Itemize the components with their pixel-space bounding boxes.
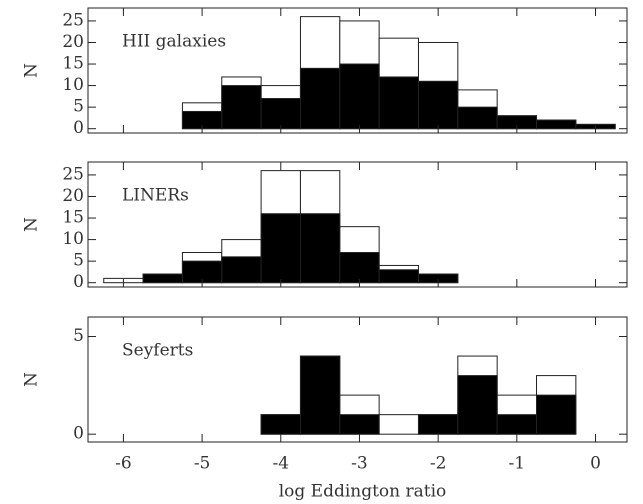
histogram-bar bbox=[142, 273, 183, 284]
y-tick-label: 15 bbox=[62, 54, 84, 74]
y-tick-label: 20 bbox=[62, 32, 84, 52]
y-tick-label: 25 bbox=[62, 164, 84, 184]
y-tick-label: 10 bbox=[62, 75, 84, 95]
histogram-bar bbox=[536, 119, 577, 130]
y-axis-label: N bbox=[22, 63, 42, 78]
panel-label: HII galaxies bbox=[122, 32, 226, 52]
histogram-bar bbox=[339, 414, 380, 435]
y-tick-label: 25 bbox=[62, 10, 84, 30]
x-tick-label: -2 bbox=[430, 454, 447, 474]
histogram-bar bbox=[299, 67, 341, 130]
histogram-bar bbox=[378, 269, 419, 284]
panel-label: Seyferts bbox=[122, 341, 193, 361]
y-axis-label: N bbox=[22, 372, 42, 387]
histogram-bar bbox=[496, 414, 538, 435]
histogram-bar bbox=[221, 256, 262, 284]
histogram-bar bbox=[260, 98, 301, 130]
x-tick-label: 0 bbox=[590, 454, 601, 474]
y-tick-label: 0 bbox=[73, 272, 84, 292]
histogram-bar bbox=[457, 106, 498, 130]
y-tick-label: 5 bbox=[73, 251, 84, 271]
histogram-bar bbox=[457, 375, 498, 435]
y-tick-label: 5 bbox=[73, 97, 84, 117]
histogram-bar bbox=[339, 252, 380, 284]
y-tick-label: 0 bbox=[73, 118, 84, 138]
y-tick-label: 0 bbox=[73, 424, 84, 444]
y-axis-label: N bbox=[22, 217, 42, 232]
x-axis-label: log Eddington ratio bbox=[279, 482, 447, 502]
histogram-bar bbox=[260, 414, 301, 435]
histogram-bar bbox=[299, 355, 341, 435]
y-tick-label: 15 bbox=[62, 208, 84, 228]
x-tick-label: -3 bbox=[351, 454, 368, 474]
histogram-bar bbox=[536, 394, 577, 435]
histogram-bar bbox=[339, 63, 380, 130]
panel-label: LINERs bbox=[122, 186, 189, 206]
plot-frame bbox=[87, 7, 628, 134]
histogram-bar bbox=[378, 414, 419, 435]
plot-frame bbox=[87, 161, 628, 288]
histogram-bar bbox=[299, 213, 341, 284]
x-tick-label: -4 bbox=[272, 454, 289, 474]
histogram-bar bbox=[221, 85, 262, 130]
y-tick-label: 5 bbox=[73, 326, 84, 346]
histogram-bar bbox=[378, 76, 419, 130]
y-tick-label: 10 bbox=[62, 229, 84, 249]
y-tick-label: 20 bbox=[62, 186, 84, 206]
x-tick-label: -1 bbox=[509, 454, 526, 474]
x-tick-label: -5 bbox=[194, 454, 211, 474]
histogram-bar bbox=[260, 213, 301, 284]
plot-frame bbox=[87, 316, 628, 443]
x-tick-label: -6 bbox=[115, 454, 132, 474]
histogram-bar bbox=[417, 80, 459, 130]
histogram-bar bbox=[417, 414, 459, 435]
